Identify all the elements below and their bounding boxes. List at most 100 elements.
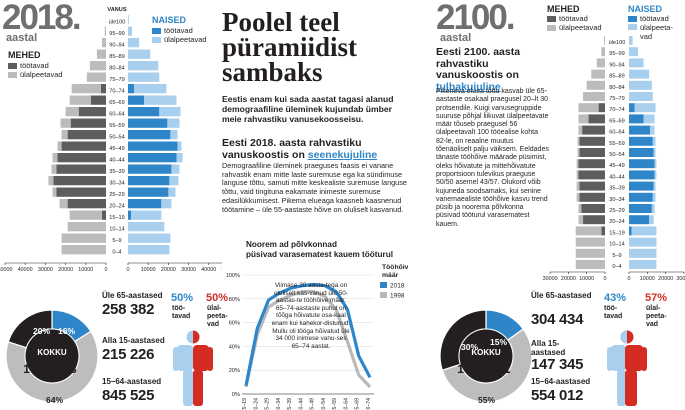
mid-label-2018: 15–64-aastased xyxy=(102,377,162,386)
sub-heading-2018-highlight: seenekujuline xyxy=(307,148,378,161)
bar-male-dependent xyxy=(601,47,605,57)
donut-center-2018: KOKKU xyxy=(28,348,76,357)
bar-female-working xyxy=(629,125,651,135)
bar-male-dependent xyxy=(575,226,602,236)
axis-tick-label: 30000 xyxy=(543,276,558,282)
legend-label-1998: 1998 xyxy=(390,293,405,300)
line-chart-title: Noorem ad põlvkonnad püsivad varasematest… xyxy=(246,240,393,259)
age-label: 0–4 xyxy=(612,264,621,270)
bar-male-dependent xyxy=(575,260,605,269)
bar-female-dependent xyxy=(128,233,171,243)
pct-15: 15% xyxy=(490,337,508,347)
bar-female-working xyxy=(629,136,653,146)
swatch-naised-ulalpeetavad xyxy=(152,36,161,43)
donut-chart-2100 xyxy=(439,309,533,403)
pct-30: 30% xyxy=(461,342,479,352)
axis-tick-label: 40000 xyxy=(201,267,216,273)
bar-male-dependent xyxy=(71,84,101,94)
bar-male-dependent xyxy=(60,118,71,128)
bar-female-dependent xyxy=(128,222,165,232)
age-label: 25–29 xyxy=(609,208,625,214)
axis-tick-label: 20000 xyxy=(161,267,176,273)
figure-right-pct-2018: 50% xyxy=(206,292,229,304)
bar-male-dependent xyxy=(604,36,605,45)
bar-male-dependent xyxy=(586,80,605,90)
age-label: 55–59 xyxy=(109,123,125,129)
bar-male-dependent xyxy=(59,199,68,209)
bar-female-working xyxy=(128,176,170,186)
series-line-2018 xyxy=(244,282,372,386)
age-label: 65–69 xyxy=(609,118,625,124)
bar-female-working xyxy=(128,153,177,163)
x-tick-label: 25–29 xyxy=(265,398,271,410)
legend-swatch-2018 xyxy=(380,282,387,288)
x-tick-label: 40–44 xyxy=(298,398,304,410)
bar-male-dependent xyxy=(65,107,79,117)
bar-female-dependent xyxy=(650,125,655,135)
age-label: 5–9 xyxy=(112,238,121,244)
bar-male-dependent xyxy=(583,92,605,101)
x-tick-label: 55–59 xyxy=(332,398,338,410)
bar-male-working xyxy=(90,95,106,105)
bar-male-dependent xyxy=(591,69,605,79)
over65-value-2100: 304 434 xyxy=(531,311,584,328)
bar-female-dependent xyxy=(649,215,654,225)
bar-female-dependent xyxy=(629,69,650,79)
y-tick-label: 0% xyxy=(232,392,240,398)
x-tick-label: 15–19 xyxy=(242,398,248,410)
axis-tick-label: 50000 xyxy=(0,267,13,273)
bar-male-working xyxy=(579,136,605,146)
age-label: 80–84 xyxy=(109,65,125,71)
bar-female-dependent xyxy=(128,15,129,25)
x-tick-label: 45–49 xyxy=(310,398,316,410)
slice-15-64 xyxy=(5,330,99,403)
bar-female-working xyxy=(629,226,632,236)
bar-male-working xyxy=(101,210,106,220)
bar-male-working xyxy=(579,192,605,202)
bar-male-dependent xyxy=(69,210,102,220)
bar-male-dependent xyxy=(52,153,58,163)
bar-female-working xyxy=(629,103,635,113)
axis-tick-label: 0 xyxy=(604,276,607,282)
pct-16: 16% xyxy=(58,326,76,336)
age-label: 35–39 xyxy=(609,186,625,192)
bar-female-dependent xyxy=(128,26,133,36)
bar-female-working xyxy=(128,118,168,128)
bar-male-working xyxy=(56,164,106,174)
bar-female-working xyxy=(128,95,145,105)
kokku-value-2100: 1 005 791 xyxy=(457,362,511,376)
naised-title-right: NAISED xyxy=(628,4,663,14)
bar-male-dependent xyxy=(51,164,57,174)
bar-male-dependent xyxy=(96,49,106,59)
axis-tick-label: 30000 xyxy=(38,267,53,273)
aastal-label-right: aastal xyxy=(440,32,472,44)
axis-tick-label: 20000 xyxy=(561,276,576,282)
axis-tick-label: 0 xyxy=(628,276,631,282)
person-figure-2018 xyxy=(173,330,213,406)
bar-male-working xyxy=(56,187,106,197)
age-label: 0–4 xyxy=(112,249,121,255)
bar-female-dependent xyxy=(629,248,657,258)
legend-mehed-ulalpeetavad-2100: ülalpeetavad xyxy=(559,23,602,32)
swatch-naised-tootavad xyxy=(152,27,161,34)
bar-male-working xyxy=(579,148,605,157)
kokku-value-2018: 1 319 133 xyxy=(23,362,77,376)
title-line: Noorem ad põlvkonnad xyxy=(246,240,337,249)
bar-male-dependent xyxy=(575,237,605,247)
naised-legend-left: töötavad ülalpeetavad xyxy=(152,26,207,44)
mehed-legend-right: töötavad ülalpeetavad xyxy=(547,14,602,32)
bar-female-dependent xyxy=(167,118,180,128)
legend-title-line: määr xyxy=(382,272,399,279)
under15-label-2018: Alla 15-aastased xyxy=(102,336,165,345)
legend-label-2018: 2018 xyxy=(390,283,405,290)
axis-tick-label: 50000 xyxy=(222,267,223,273)
figure-right-pct-2100: 57% xyxy=(645,292,668,304)
bar-male-dependent xyxy=(61,130,68,140)
bar-female-working xyxy=(629,170,655,180)
x-tick-label: 60–64 xyxy=(343,398,349,410)
bar-female-dependent xyxy=(128,61,159,71)
bar-female-working xyxy=(128,141,178,151)
age-label: 90–94 xyxy=(609,62,625,68)
bar-male-dependent xyxy=(69,95,91,105)
aastal-label-left: aastal xyxy=(6,32,38,44)
